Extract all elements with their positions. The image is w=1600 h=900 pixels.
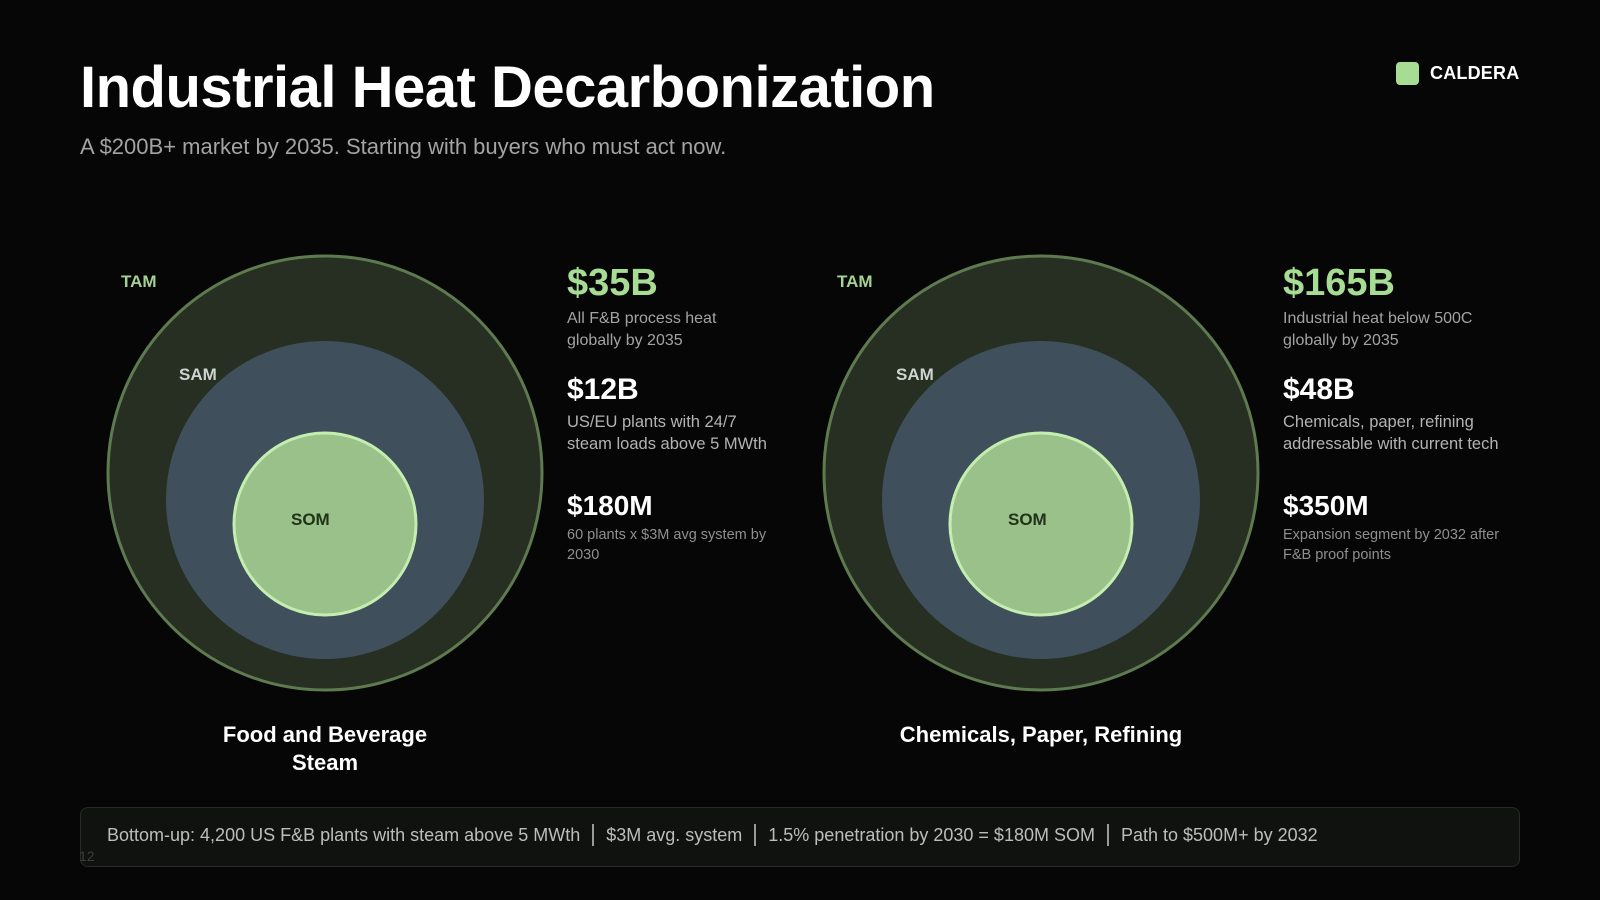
fnb-som-desc-line2: 2030 bbox=[567, 547, 600, 563]
page-subtitle: A $200B+ market by 2035. Starting with b… bbox=[80, 134, 727, 159]
cpr-sam-value: $48B bbox=[1283, 373, 1355, 406]
fnb-tam-desc: All F&B process heat globally by 2035 bbox=[567, 308, 807, 352]
cpr-som-circle bbox=[948, 431, 1134, 617]
cpr-market-circles bbox=[822, 254, 1260, 692]
cpr-som-desc: Expansion segment by 2032 after F&B proo… bbox=[1283, 525, 1523, 565]
cpr-segment-caption: Chemicals, Paper, Refining bbox=[861, 721, 1221, 749]
cpr-som-desc-line2: F&B proof points bbox=[1283, 547, 1391, 563]
brand-square-icon bbox=[1396, 62, 1419, 85]
cpr-som-value: $350M bbox=[1283, 490, 1369, 521]
fnb-som-circle bbox=[232, 431, 418, 617]
page-title: Industrial Heat Decarbonization bbox=[80, 55, 935, 120]
summary-divider bbox=[1106, 824, 1109, 846]
cpr-caption-line1: Chemicals, Paper, Refining bbox=[899, 722, 1183, 747]
summary-divider bbox=[592, 824, 595, 846]
fnb-sam-desc-line2: steam loads above 5 MWth bbox=[567, 435, 767, 453]
fnb-som-stat: $180M 60 plants x $3M avg system by 2030 bbox=[567, 490, 807, 565]
brand-name: CALDERA bbox=[1430, 63, 1520, 83]
brand-logo: CALDERA bbox=[1396, 62, 1519, 85]
summary-item-path: Path to $500M+ by 2032 bbox=[1120, 824, 1318, 845]
fnb-segment-caption: Food and Beverage Steam bbox=[175, 721, 475, 777]
summary-item-system: $3M avg. system bbox=[606, 824, 743, 845]
fnb-som-desc-line1: 60 plants x $3M avg system by bbox=[567, 527, 767, 543]
fnb-market-circles bbox=[106, 254, 544, 692]
fnb-tam-desc-line1: All F&B process heat bbox=[567, 310, 717, 327]
cpr-som-stat: $350M Expansion segment by 2032 after F&… bbox=[1283, 490, 1523, 565]
page-number: 12 bbox=[79, 848, 95, 864]
cpr-sam-stat: $48B Chemicals, paper, refining addressa… bbox=[1283, 373, 1523, 455]
fnb-caption-line2: Steam bbox=[291, 750, 359, 775]
cpr-tam-desc-line1: Industrial heat below 500C bbox=[1283, 310, 1473, 327]
fnb-sam-label: SAM bbox=[179, 365, 217, 384]
cpr-som-desc-line1: Expansion segment by 2032 after bbox=[1283, 527, 1500, 543]
fnb-tam-value: $35B bbox=[567, 262, 658, 304]
summary-item-penetration: 1.5% penetration by 2030 = $180M SOM bbox=[768, 824, 1095, 845]
fnb-tam-label: TAM bbox=[121, 272, 157, 291]
summary-item-plants: Bottom-up: 4,200 US F&B plants with stea… bbox=[107, 824, 581, 845]
fnb-sam-desc: US/EU plants with 24/7 steam loads above… bbox=[567, 411, 807, 455]
fnb-tam-stat: $35B All F&B process heat globally by 20… bbox=[567, 262, 807, 352]
fnb-tam-desc-line2: globally by 2035 bbox=[567, 332, 683, 349]
fnb-som-value: $180M bbox=[567, 490, 653, 521]
cpr-tam-stat: $165B Industrial heat below 500C globall… bbox=[1283, 262, 1523, 352]
cpr-tam-desc: Industrial heat below 500C globally by 2… bbox=[1283, 308, 1523, 352]
cpr-tam-desc-line2: globally by 2035 bbox=[1283, 332, 1399, 349]
cpr-sam-desc: Chemicals, paper, refining addressable w… bbox=[1283, 411, 1523, 455]
summary-divider bbox=[754, 824, 757, 846]
fnb-sam-value: $12B bbox=[567, 373, 639, 406]
cpr-sam-desc-line2: addressable with current tech bbox=[1283, 435, 1499, 453]
fnb-som-desc: 60 plants x $3M avg system by 2030 bbox=[567, 525, 807, 565]
cpr-sam-desc-line1: Chemicals, paper, refining bbox=[1283, 413, 1474, 431]
bottom-up-summary-bar: Bottom-up: 4,200 US F&B plants with stea… bbox=[80, 807, 1520, 867]
fnb-sam-desc-line1: US/EU plants with 24/7 bbox=[567, 413, 737, 431]
cpr-sam-label: SAM bbox=[896, 365, 934, 384]
cpr-som-label: SOM bbox=[1008, 510, 1047, 529]
fnb-sam-stat: $12B US/EU plants with 24/7 steam loads … bbox=[567, 373, 807, 455]
summary-text-row: Bottom-up: 4,200 US F&B plants with stea… bbox=[107, 824, 1318, 846]
fnb-caption-line1: Food and Beverage bbox=[222, 722, 428, 747]
fnb-som-label: SOM bbox=[291, 510, 330, 529]
cpr-tam-label: TAM bbox=[837, 272, 873, 291]
cpr-tam-value: $165B bbox=[1283, 262, 1395, 304]
